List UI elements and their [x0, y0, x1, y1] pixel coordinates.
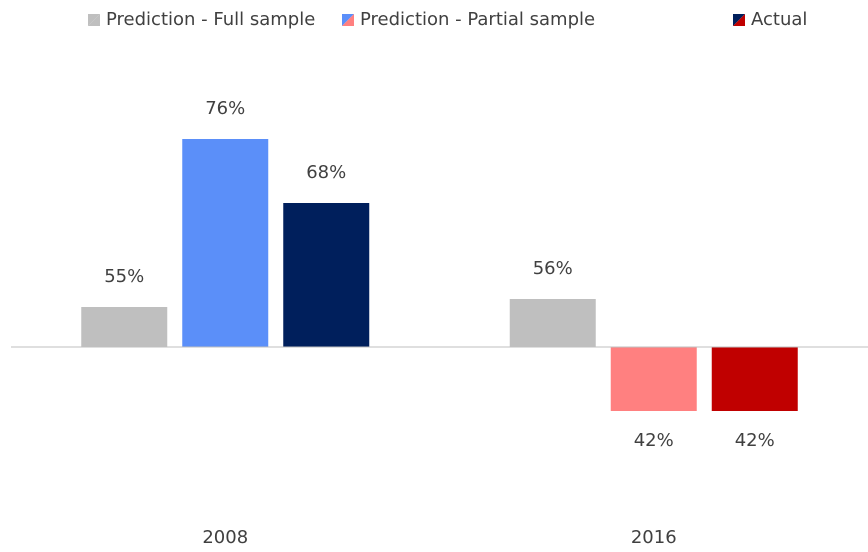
- bar: [509, 299, 596, 347]
- legend-label: Actual: [751, 9, 807, 30]
- bar: [283, 203, 370, 347]
- value-label: 76%: [205, 98, 245, 119]
- legend-label: Prediction - Partial sample: [360, 9, 595, 30]
- bar: [182, 139, 269, 347]
- value-label: 55%: [104, 266, 144, 287]
- legend-item: Prediction - Full sample: [88, 9, 315, 30]
- value-label: 68%: [306, 162, 346, 183]
- legend-swatch: [733, 14, 745, 26]
- bar: [81, 307, 168, 347]
- x-tick-label: 2008: [202, 527, 248, 548]
- value-label: 56%: [533, 258, 573, 279]
- value-label: 42%: [735, 430, 775, 451]
- legend-item: Prediction - Partial sample: [342, 9, 595, 30]
- x-tick-label: 2016: [631, 527, 677, 548]
- value-label: 42%: [634, 430, 674, 451]
- legend-swatch: [88, 14, 100, 26]
- bar: [711, 347, 798, 411]
- legend-label: Prediction - Full sample: [106, 9, 315, 30]
- bar: [610, 347, 697, 411]
- legend-swatch: [342, 14, 354, 26]
- legend-item: Actual: [733, 9, 807, 30]
